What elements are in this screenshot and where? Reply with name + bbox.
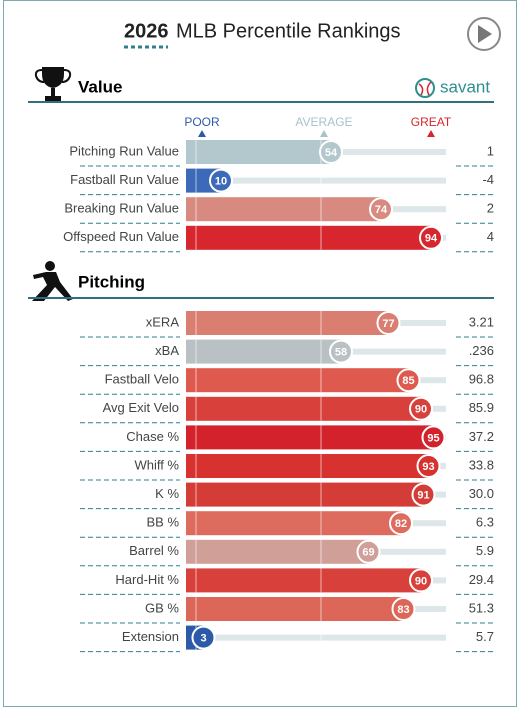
metric-stat: 2 — [487, 201, 494, 216]
percentile-dot — [356, 539, 381, 564]
metric-label: K % — [155, 486, 179, 501]
percentile-dot — [391, 597, 416, 621]
scale-marker — [427, 130, 435, 137]
percentile-bar — [186, 568, 421, 593]
metric-label: Chase % — [126, 429, 179, 444]
metric-label: xERA — [146, 314, 180, 329]
metric-label: Breaking Run Value — [64, 201, 179, 216]
percentile-bar — [186, 425, 434, 450]
brand: savant — [440, 77, 490, 96]
percentile-bar — [186, 311, 389, 335]
section-title: Pitching — [78, 272, 145, 291]
percentile-label: 69 — [362, 547, 374, 559]
metric-stat: .236 — [469, 343, 494, 358]
scale-average: AVERAGE — [295, 115, 352, 129]
percentile-dot — [416, 454, 441, 478]
savant-logo: savant — [415, 77, 490, 98]
pitcher-icon — [32, 261, 73, 301]
scale-poor: POOR — [184, 115, 220, 129]
percentile-bar — [186, 454, 429, 478]
percentile-bar — [186, 225, 431, 250]
metric-label: GB % — [145, 600, 179, 615]
percentile-label: 93 — [422, 461, 434, 473]
percentile-dot — [389, 511, 413, 536]
percentile-label: 83 — [397, 604, 409, 616]
track — [186, 177, 446, 184]
scale-marker — [320, 130, 328, 137]
title: MLB Percentile Rankings — [176, 20, 401, 42]
percentile-label: 10 — [215, 176, 227, 188]
metric-label: Barrel % — [129, 543, 179, 558]
metric-label: BB % — [146, 515, 179, 530]
metric-stat: 4 — [487, 229, 494, 244]
percentile-dot — [319, 140, 343, 164]
percentile-dot — [396, 368, 421, 393]
metric-stat: 96.8 — [469, 372, 494, 387]
percentile-label: 90 — [415, 575, 427, 587]
percentile-bar — [186, 597, 404, 621]
trophy-icon — [34, 67, 72, 101]
percentile-dot — [191, 625, 216, 650]
track — [186, 634, 446, 641]
metric-stat: 1 — [487, 143, 494, 158]
percentile-label: 91 — [417, 490, 429, 502]
metric-label: Hard-Hit % — [115, 572, 179, 587]
metric-label: Fastball Velo — [105, 372, 179, 387]
metric-label: Avg Exit Velo — [103, 400, 179, 415]
play-button[interactable] — [467, 17, 501, 51]
percentile-dot — [376, 311, 401, 335]
percentile-bar — [186, 368, 409, 393]
metric-stat: 85.9 — [469, 400, 494, 415]
scale-great: GREAT — [411, 115, 452, 129]
metric-label: Pitching Run Value — [69, 143, 179, 158]
percentile-label: 3 — [200, 633, 206, 645]
metric-label: xBA — [155, 343, 179, 358]
percentile-label: 90 — [415, 404, 427, 416]
percentile-label: 95 — [427, 432, 439, 444]
metric-stat: 5.7 — [476, 629, 494, 644]
metric-stat: 30.0 — [469, 486, 494, 501]
metric-label: Offspeed Run Value — [63, 229, 179, 244]
percentile-label: 54 — [325, 147, 338, 159]
percentile-label: 94 — [425, 233, 438, 245]
title-year: 2026 — [124, 20, 169, 42]
metric-stat: 3.21 — [469, 314, 494, 329]
metric-stat: 33.8 — [469, 457, 494, 472]
percentile-label: 85 — [402, 375, 414, 387]
percentile-bar — [186, 482, 424, 507]
percentile-bar — [186, 339, 341, 364]
metric-stat: 29.4 — [469, 572, 494, 587]
percentile-dot — [329, 339, 353, 364]
metric-label: Whiff % — [134, 457, 179, 472]
percentile-dot — [369, 197, 393, 222]
percentile-dot — [421, 425, 446, 450]
metric-stat: 51.3 — [469, 600, 494, 615]
metric-stat: 6.3 — [476, 515, 494, 530]
percentile-label: 82 — [395, 518, 407, 530]
percentile-dot — [409, 568, 433, 593]
percentile-dot — [409, 396, 433, 421]
percentile-bar — [186, 539, 369, 564]
percentile-bar — [186, 511, 401, 536]
metric-stat: 37.2 — [469, 429, 494, 444]
percentile-label: 77 — [382, 318, 394, 330]
percentile-dot — [419, 225, 443, 250]
metric-label: Fastball Run Value — [70, 172, 179, 187]
percentile-dot — [209, 168, 233, 193]
section-title: Value — [78, 77, 122, 96]
percentile-bar — [186, 140, 331, 164]
percentile-label: 58 — [335, 347, 347, 359]
percentile-bar — [186, 396, 421, 421]
scale-marker — [198, 130, 206, 137]
metric-stat: 5.9 — [476, 543, 494, 558]
metric-label: Extension — [122, 629, 179, 644]
metric-stat: -4 — [482, 172, 494, 187]
percentile-bar — [186, 197, 381, 222]
percentile-label: 74 — [375, 204, 388, 216]
percentile-dot — [411, 482, 436, 507]
